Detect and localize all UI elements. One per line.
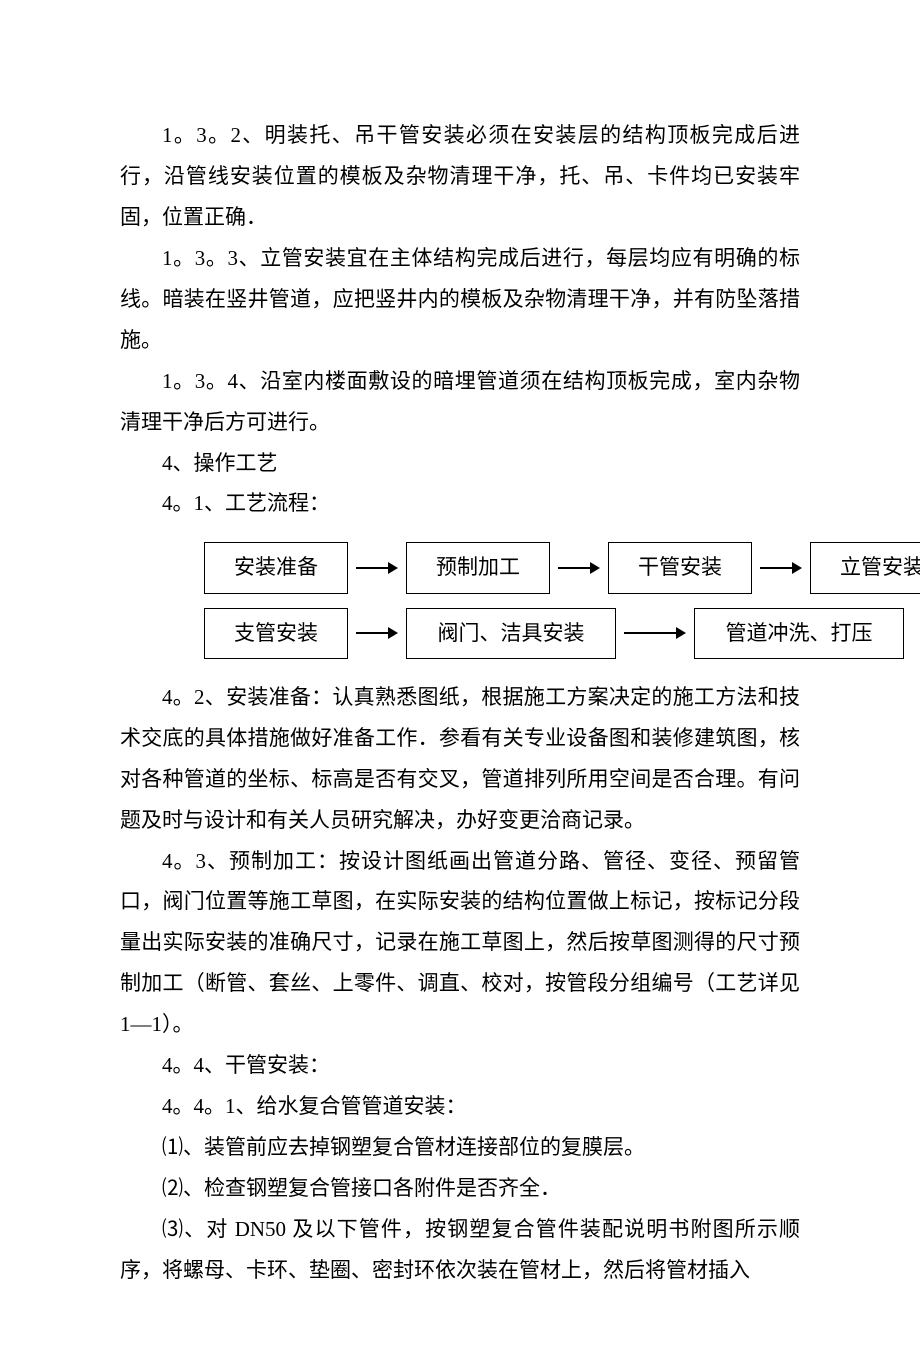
process-flowchart: 安装准备 预制加工 干管安装 立管安装 支管安装 阀门、洁具安装 管道冲洗、 xyxy=(120,542,800,658)
flow-node-main-pipe: 干管安装 xyxy=(608,542,752,593)
paragraph: 4。1、工艺流程： xyxy=(120,483,800,524)
paragraph: ⑵、检查钢塑复合管接口各附件是否齐全． xyxy=(120,1168,800,1209)
paragraph: 1。3。3、立管安装宜在主体结构完成后进行，每层均应有明确的标线。暗装在竖井管道… xyxy=(120,238,800,361)
paragraph: 1。3。2、明装托、吊干管安装必须在安装层的结构顶板完成后进行，沿管线安装位置的… xyxy=(120,115,800,238)
paragraph: 4。4。1、给水复合管管道安装： xyxy=(120,1086,800,1127)
flow-node-riser: 立管安装 xyxy=(810,542,920,593)
flow-node-flush: 管道冲洗、打压 xyxy=(694,608,904,659)
paragraph: ⑶、对 DN50 及以下管件，按钢塑复合管件装配说明书附图所示顺序，将螺母、卡环… xyxy=(120,1209,800,1291)
flow-node-branch: 支管安装 xyxy=(204,608,348,659)
paragraph: 4。3、预制加工：按设计图纸画出管道分路、管径、变径、预留管口，阀门位置等施工草… xyxy=(120,841,800,1046)
paragraph: ⑴、装管前应去掉钢塑复合管材连接部位的复膜层。 xyxy=(120,1127,800,1168)
arrow-icon xyxy=(558,562,600,574)
flowchart-row-2: 支管安装 阀门、洁具安装 管道冲洗、打压 xyxy=(204,608,800,659)
flowchart-row-1: 安装准备 预制加工 干管安装 立管安装 xyxy=(204,542,800,593)
arrow-icon xyxy=(760,562,802,574)
flow-node-valve: 阀门、洁具安装 xyxy=(406,608,616,659)
arrow-icon xyxy=(624,627,686,639)
paragraph: 1。3。4、沿室内楼面敷设的暗埋管道须在结构顶板完成，室内杂物清理干净后方可进行… xyxy=(120,361,800,443)
flow-node-prepare: 安装准备 xyxy=(204,542,348,593)
paragraph: 4。2、安装准备：认真熟悉图纸，根据施工方案决定的施工方法和技术交底的具体措施做… xyxy=(120,677,800,841)
arrow-icon xyxy=(356,627,398,639)
document-page: 1。3。2、明装托、吊干管安装必须在安装层的结构顶板完成后进行，沿管线安装位置的… xyxy=(0,0,920,1371)
flow-node-prefab: 预制加工 xyxy=(406,542,550,593)
paragraph: 4、操作工艺 xyxy=(120,443,800,484)
paragraph: 4。4、干管安装： xyxy=(120,1045,800,1086)
arrow-icon xyxy=(356,562,398,574)
